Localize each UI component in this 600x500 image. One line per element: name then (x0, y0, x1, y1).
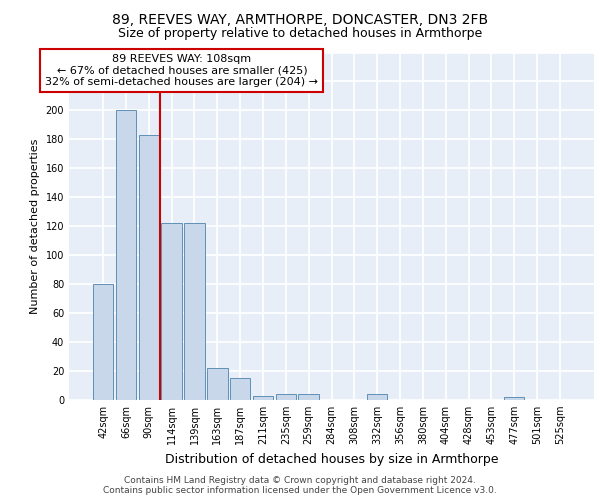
Bar (207, 368, 227, 400)
Bar (161, 224, 182, 400)
X-axis label: Distribution of detached houses by size in Armthorpe: Distribution of detached houses by size … (165, 452, 498, 466)
Bar (230, 378, 250, 400)
Y-axis label: Number of detached properties: Number of detached properties (30, 138, 40, 314)
Bar (93, 284, 113, 400)
Bar (367, 394, 388, 400)
Bar (116, 110, 136, 400)
Bar (275, 394, 296, 400)
Bar (253, 396, 273, 400)
Text: Contains HM Land Registry data © Crown copyright and database right 2024.
Contai: Contains HM Land Registry data © Crown c… (103, 476, 497, 495)
Text: 89 REEVES WAY: 108sqm
← 67% of detached houses are smaller (425)
32% of semi-det: 89 REEVES WAY: 108sqm ← 67% of detached … (46, 54, 319, 88)
Text: 89, REEVES WAY, ARMTHORPE, DONCASTER, DN3 2FB: 89, REEVES WAY, ARMTHORPE, DONCASTER, DN… (112, 12, 488, 26)
Bar (504, 397, 524, 400)
Text: Size of property relative to detached houses in Armthorpe: Size of property relative to detached ho… (118, 28, 482, 40)
Bar (139, 135, 159, 400)
Bar (298, 394, 319, 400)
Bar (184, 224, 205, 400)
